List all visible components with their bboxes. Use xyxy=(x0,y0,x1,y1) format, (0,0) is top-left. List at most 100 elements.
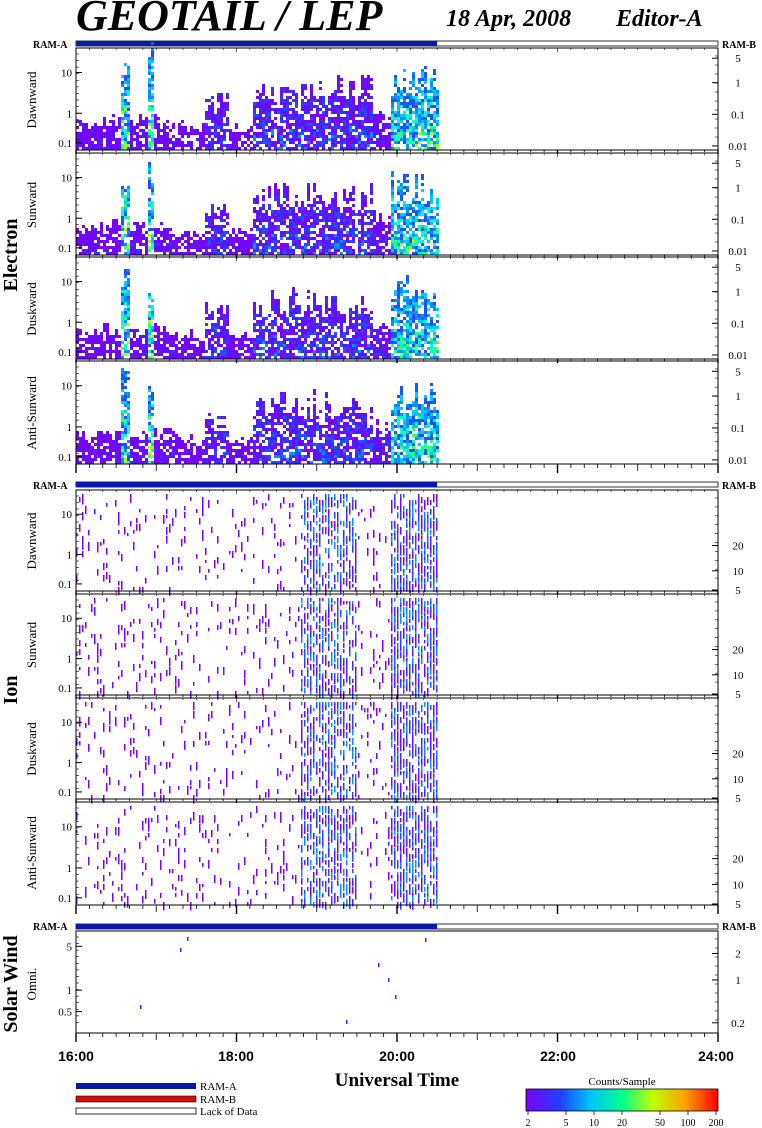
left-tick-label: 10 xyxy=(61,172,73,184)
x-tick-label-20: 20:00 xyxy=(379,1048,415,1064)
left-tick-label: 0.1 xyxy=(58,683,72,695)
left-tick-label: 0.5 xyxy=(58,1007,72,1019)
panel-label-electron-dawnward: Dawnward xyxy=(24,71,39,129)
left-tick-label: 10 xyxy=(61,717,73,729)
right-tick-label: 0.01 xyxy=(728,455,747,467)
right-tick-label: 0.1 xyxy=(731,423,745,435)
panel-frame xyxy=(75,930,719,1034)
left-tick-label: 1 xyxy=(67,550,73,562)
panel-label-electron-sunward: Sunward xyxy=(24,181,39,228)
right-tick-label: 0.01 xyxy=(728,141,747,153)
right-tick-label: 0.2 xyxy=(731,1018,745,1030)
panel-label-electron-anti-sunward: Anti-Sunward xyxy=(24,376,39,450)
ram-a-label-solar-wind: RAM-A xyxy=(33,922,68,933)
panel-label-ion-duskward: Duskward xyxy=(24,722,39,776)
panel-label-solar-wind-omni: Omni. xyxy=(24,968,39,1001)
left-tick-label: 1 xyxy=(67,213,73,225)
right-tick-label: 0.1 xyxy=(731,109,745,121)
panel-label-ion-dawnward: Dawnward xyxy=(24,512,39,570)
left-tick-label: 0.1 xyxy=(58,243,72,255)
left-tick-label: 1 xyxy=(67,758,73,770)
x-tick-label-16: 16:00 xyxy=(58,1048,94,1064)
left-tick-label: 10 xyxy=(61,509,73,521)
left-tick-label: 0.1 xyxy=(58,893,72,905)
left-tick-label: 1 xyxy=(67,654,73,666)
right-tick-label: 5 xyxy=(735,262,741,274)
left-tick-label: 10 xyxy=(61,822,73,834)
left-tick-label: 0.1 xyxy=(58,787,72,799)
panel-electron-anti-sunward: 10 1 0.1 5 1 0.1 0.01 xyxy=(58,360,748,473)
right-tick-label: 1 xyxy=(735,183,741,195)
right-tick-label: 5 xyxy=(735,585,741,597)
editor-label: Editor-A xyxy=(615,6,703,32)
status-bar-ram-a xyxy=(76,924,438,929)
x-tick-label-18: 18:00 xyxy=(218,1048,254,1064)
right-tick-label: 5 xyxy=(735,899,741,911)
colorbar-tick-label: 100 xyxy=(681,1118,696,1128)
panel-electron-duskward: 10 1 0.1 5 1 0.1 0.01 xyxy=(58,256,748,363)
left-tick-label: 1 xyxy=(67,863,73,875)
legend-swatch-lack-of-data xyxy=(75,1107,197,1115)
right-tick-label: 20 xyxy=(733,854,745,866)
colorbar-tick-label: 20 xyxy=(617,1118,627,1128)
plot-date: 18 Apr, 2008 xyxy=(446,6,571,32)
left-tick-label: 10 xyxy=(61,613,73,625)
left-tick-label: 5 xyxy=(67,941,73,953)
right-tick-label: 5 xyxy=(735,793,741,805)
right-tick-label: 0.01 xyxy=(728,350,747,362)
x-tick-label-22: 22:00 xyxy=(540,1048,576,1064)
legend-swatch-ram-a xyxy=(76,1083,196,1089)
ram-b-label-electron: RAM-B xyxy=(722,40,756,51)
right-tick-label: 10 xyxy=(733,774,745,786)
right-tick-label: 0.01 xyxy=(728,246,747,258)
panel-solar-wind-omni-: 5 1 0.5 2 1 0.2 xyxy=(58,930,745,1042)
right-tick-label: 2 xyxy=(735,948,741,960)
right-tick-label: 5 xyxy=(735,53,741,65)
left-tick-label: 0.1 xyxy=(58,347,72,359)
right-tick-label: 20 xyxy=(733,541,745,553)
right-tick-label: 5 xyxy=(735,689,741,701)
instrument-title: GEOTAIL / LEP xyxy=(76,0,384,40)
section-title-ion: Ion xyxy=(0,676,22,705)
left-tick-label: 1 xyxy=(67,317,73,329)
spectrogram-panels: 10 1 0.1 5 1 0.1 0.01 10 1 0.1 5 1 0.1 0.01 10 1 0.1 5 1 0.… xyxy=(58,40,748,1042)
right-tick-label: 1 xyxy=(735,78,741,90)
left-tick-label: 10 xyxy=(61,67,73,79)
colorbar-tick-label: 2 xyxy=(526,1118,531,1128)
right-tick-label: 10 xyxy=(733,566,745,578)
colorbar-tick-label: 50 xyxy=(655,1118,665,1128)
panel-label-ion-sunward: Sunward xyxy=(24,621,39,668)
right-tick-label: 1 xyxy=(735,391,741,403)
legend-swatch-ram-b xyxy=(75,1095,197,1103)
colorbar-tick-label: 10 xyxy=(589,1118,599,1128)
colorbar xyxy=(525,1088,719,1112)
status-bar-ram-a xyxy=(76,482,438,487)
panel-ion-anti-sunward: 10 1 0.1 20 10 5 xyxy=(58,801,745,914)
panel-label-ion-anti-sunward: Anti-Sunward xyxy=(24,816,39,890)
ram-b-label-ion: RAM-B xyxy=(722,481,756,492)
panel-electron-sunward: 10 1 0.1 5 1 0.1 0.01 xyxy=(58,152,748,259)
panel-electron-dawnward: 10 1 0.1 5 1 0.1 0.01 xyxy=(58,42,748,154)
right-tick-label: 10 xyxy=(733,670,745,682)
panel-label-electron-duskward: Duskward xyxy=(24,282,39,336)
legend-label-ram-b: RAM-B xyxy=(200,1094,236,1106)
left-tick-label: 0.1 xyxy=(58,579,72,591)
status-bar-ram-a xyxy=(76,41,438,46)
right-tick-label: 20 xyxy=(733,749,745,761)
panel-ion-dawnward: 10 1 0.1 20 10 5 xyxy=(58,489,745,597)
right-tick-label: 10 xyxy=(733,879,745,891)
panel-ion-duskward: 10 1 0.1 20 10 5 xyxy=(58,697,745,805)
right-tick-label: 5 xyxy=(735,158,741,170)
ram-a-label-electron: RAM-A xyxy=(33,40,68,51)
section-title-electron: Electron xyxy=(0,219,22,292)
right-tick-label: 1 xyxy=(735,287,741,299)
legend-label-lack-of-data: Lack of Data xyxy=(200,1106,258,1118)
right-tick-label: 1 xyxy=(735,975,741,987)
left-tick-label: 1 xyxy=(67,108,73,120)
panel-ion-sunward: 10 1 0.1 20 10 5 xyxy=(58,593,745,701)
x-tick-label-24: 24:00 xyxy=(698,1048,734,1064)
ram-b-label-solar-wind: RAM-B xyxy=(722,922,756,933)
section-title-solar-wind: Solar Wind xyxy=(0,935,22,1032)
ram-a-label-ion: RAM-A xyxy=(33,481,68,492)
